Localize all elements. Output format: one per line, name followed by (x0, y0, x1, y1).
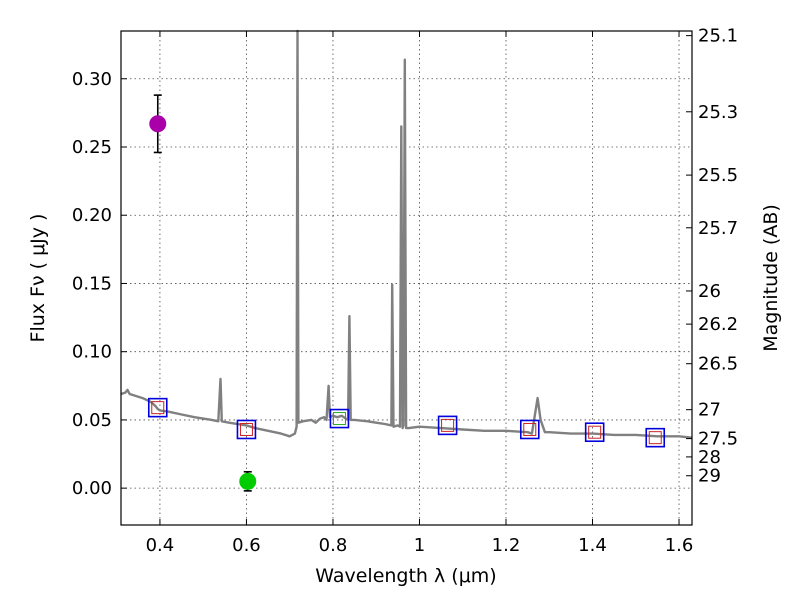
band-square-marker (645, 427, 666, 448)
x-tick-label: 1.4 (578, 535, 607, 556)
right-tick-label: 25.7 (698, 218, 738, 239)
band-inner-marker (441, 418, 455, 432)
right-tick-label: 25.3 (698, 102, 738, 123)
band-inner-marker (332, 412, 346, 426)
axis-ticks: 0.4 0.6 0.8 1 1.2 1.4 1.6 0.00 0.05 0.10 0.15 0.20 0… (72, 26, 738, 556)
right-tick-label: 28 (698, 447, 721, 468)
y-tick-label: 0.25 (72, 137, 112, 158)
right-axis-title: Magnitude (AB) (760, 204, 782, 352)
y-axis-title: Flux Fν ( μJy ) (27, 214, 49, 343)
band-inner-marker (151, 401, 165, 415)
band-inner-marker (523, 422, 537, 436)
y-tick-label: 0.00 (72, 478, 112, 499)
right-tick-label: 27.5 (698, 429, 738, 450)
x-tick-label: 1 (414, 535, 425, 556)
sed-model-line (120, 29, 693, 439)
band-square-marker (437, 415, 458, 436)
band-square-marker (584, 422, 605, 443)
band-square-marker (236, 419, 257, 440)
y-tick-label: 0.05 (72, 410, 112, 431)
y-tick-label: 0.20 (72, 205, 112, 226)
plot-markers (147, 94, 666, 492)
y-tick-label: 0.30 (72, 69, 112, 90)
plot-series (120, 29, 693, 439)
x-tick-label: 1.2 (492, 535, 521, 556)
band-inner-marker (239, 422, 253, 436)
right-tick-label: 25.5 (698, 165, 738, 186)
band-inner-marker (588, 425, 602, 439)
band-square-marker (329, 408, 350, 429)
right-tick-label: 29 (698, 466, 721, 487)
x-tick-label: 0.4 (146, 535, 175, 556)
x-tick-label: 1.6 (665, 535, 694, 556)
y-tick-label: 0.15 (72, 273, 112, 294)
right-tick-label: 26 (698, 281, 721, 302)
right-tick-label: 25.1 (698, 26, 738, 47)
y-tick-label: 0.10 (72, 342, 112, 363)
x-tick-label: 0.8 (319, 535, 348, 556)
right-tick-label: 26.2 (698, 314, 738, 335)
x-tick-label: 0.6 (232, 535, 261, 556)
band-square-marker (519, 419, 540, 440)
band-inner-marker (648, 431, 662, 445)
band-square-marker (147, 397, 168, 418)
grid (121, 31, 692, 525)
observation-point (149, 115, 167, 133)
observation-point (239, 472, 257, 490)
right-tick-label: 27 (698, 400, 721, 421)
plot-frame (120, 30, 693, 526)
x-axis-title: Wavelength λ (μm) (315, 565, 496, 587)
right-tick-label: 26.5 (698, 354, 738, 375)
